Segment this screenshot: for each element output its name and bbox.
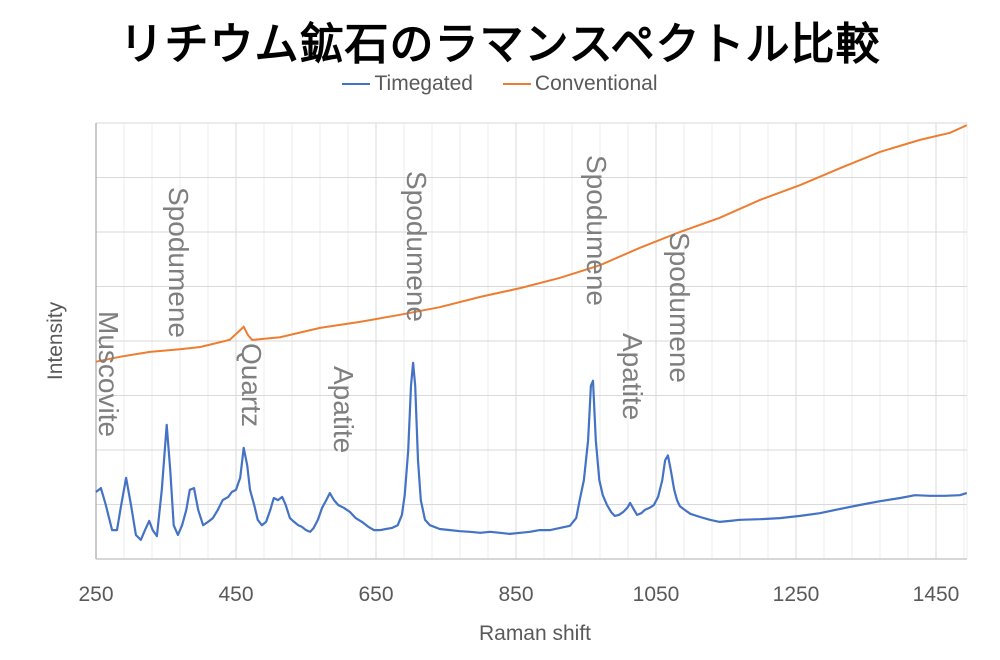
- legend: Timegated Conventional: [0, 72, 1000, 96]
- x-tick: 1250: [772, 583, 820, 606]
- x-tick: 650: [358, 583, 394, 606]
- chart-title: リチウム鉱石のラマンスペクトル比較: [119, 19, 881, 70]
- x-tick: 250: [78, 583, 114, 606]
- peak-annotation: Spodumene: [401, 171, 432, 323]
- legend-item-conventional[interactable]: Conventional: [502, 72, 658, 96]
- x-axis-label: Raman shift: [478, 622, 592, 645]
- series-timegated-line: [95, 361, 968, 542]
- legend-swatch-timegated: [342, 82, 371, 86]
- peak-annotation: Spodumene: [664, 232, 695, 384]
- x-tick: 1050: [632, 583, 680, 606]
- series-conventional-line: [95, 124, 968, 363]
- peak-annotation: Quartz: [236, 343, 267, 428]
- peak-annotation: Apatite: [328, 366, 359, 454]
- legend-item-timegated[interactable]: Timegated: [342, 72, 473, 96]
- peak-annotation: Muscovite: [93, 311, 124, 438]
- legend-swatch-conventional: [502, 82, 531, 86]
- legend-label-timegated: Timegated: [374, 72, 473, 95]
- peak-annotation: Spodumene: [163, 187, 194, 339]
- peak-annotation: Spodumene: [581, 155, 612, 307]
- x-tick: 450: [218, 583, 254, 606]
- x-tick: 850: [498, 583, 534, 606]
- peak-annotation: Apatite: [617, 333, 648, 421]
- y-axis-label: Intensity: [44, 301, 67, 381]
- legend-label-conventional: Conventional: [534, 72, 658, 95]
- x-tick: 1450: [912, 583, 960, 606]
